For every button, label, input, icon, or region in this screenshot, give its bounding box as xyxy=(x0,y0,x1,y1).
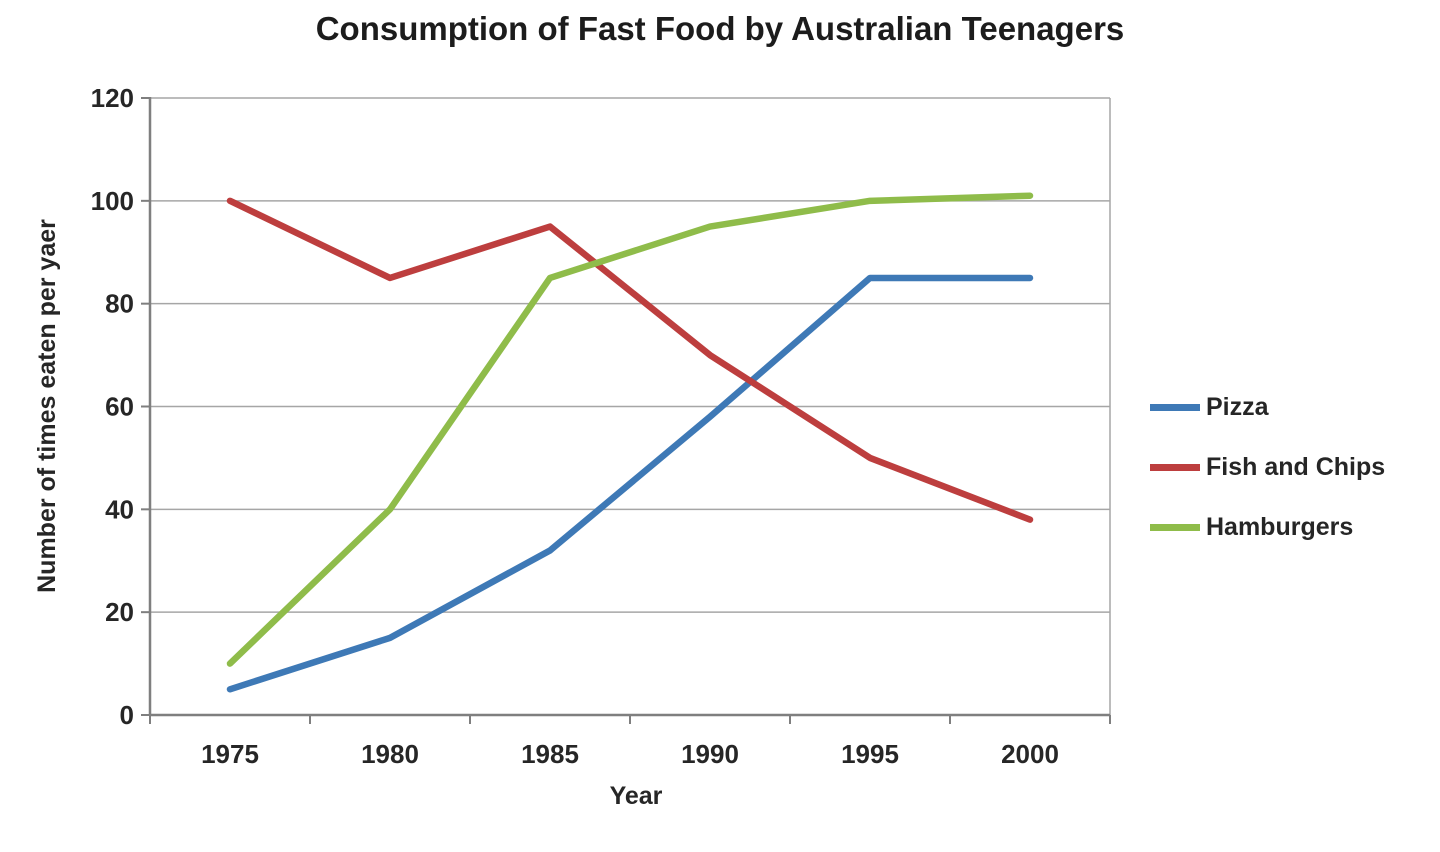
y-tick-label: 40 xyxy=(105,494,134,524)
x-tick-label: 2000 xyxy=(1001,739,1059,769)
series-line-fish-and-chips xyxy=(226,197,1034,523)
y-tick-label: 120 xyxy=(91,83,134,113)
legend-label-pizza: Pizza xyxy=(1206,392,1269,421)
x-tick-label: 1990 xyxy=(681,739,739,769)
y-tick-label: 20 xyxy=(105,597,134,627)
legend-swatch-pizza xyxy=(1150,403,1200,411)
y-tick-label: 80 xyxy=(105,289,134,319)
legend-label-fish-and-chips: Fish and Chips xyxy=(1206,452,1386,481)
legend: Pizza Fish and Chips Hamburgers xyxy=(1150,390,1385,570)
x-axis-title: Year xyxy=(610,782,663,810)
y-axis-title: Number of times eaten per yaer xyxy=(33,219,61,593)
chart-title: Consumption of Fast Food by Australian T… xyxy=(315,10,1125,47)
legend-swatch-hamburgers xyxy=(1150,523,1200,531)
legend-swatch-fish-and-chips xyxy=(1150,463,1200,471)
legend-item-pizza: Pizza xyxy=(1150,390,1385,424)
y-tick-label: 60 xyxy=(105,392,134,422)
y-tick-label: 0 xyxy=(120,700,134,730)
legend-item-fish-and-chips: Fish and Chips xyxy=(1150,450,1385,484)
x-tick-label: 1985 xyxy=(521,739,579,769)
x-tick-label: 1995 xyxy=(841,739,899,769)
x-tick-label: 1975 xyxy=(201,739,259,769)
x-tick-label: 1980 xyxy=(361,739,419,769)
legend-label-hamburgers: Hamburgers xyxy=(1206,512,1354,541)
series-line-hamburgers xyxy=(226,192,1034,667)
y-tick-label: 100 xyxy=(91,186,134,216)
series-line-pizza xyxy=(226,274,1034,693)
legend-item-hamburgers: Hamburgers xyxy=(1150,510,1385,544)
plot-generated: 0 20 40 60 80 100 120 1975 1980 1985 1990 1995 2000 xyxy=(91,83,1111,769)
